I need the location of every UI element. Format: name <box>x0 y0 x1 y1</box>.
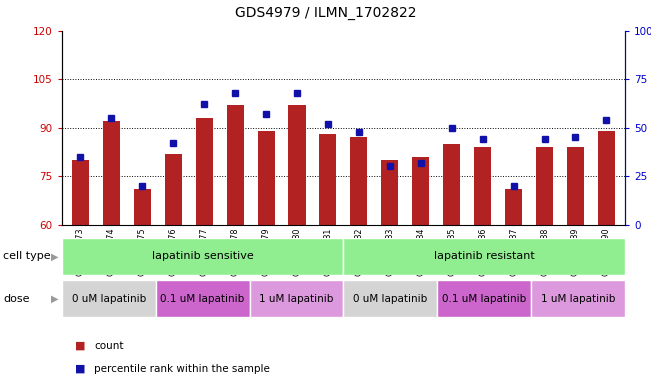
Bar <box>350 137 367 225</box>
Text: count: count <box>94 341 124 351</box>
Bar <box>156 280 249 317</box>
Text: 0 uM lapatinib: 0 uM lapatinib <box>353 293 428 304</box>
Text: ■: ■ <box>75 341 85 351</box>
Bar <box>412 157 429 225</box>
Bar <box>165 154 182 225</box>
Text: lapatinib resistant: lapatinib resistant <box>434 251 534 262</box>
Text: 0.1 uM lapatinib: 0.1 uM lapatinib <box>161 293 245 304</box>
Bar <box>505 189 522 225</box>
Text: percentile rank within the sample: percentile rank within the sample <box>94 364 270 374</box>
Bar <box>62 238 343 275</box>
Bar <box>72 160 89 225</box>
Text: 0 uM lapatinib: 0 uM lapatinib <box>72 293 146 304</box>
Bar <box>474 147 491 225</box>
Text: ▶: ▶ <box>51 293 59 304</box>
Bar <box>567 147 584 225</box>
Text: 1 uM lapatinib: 1 uM lapatinib <box>541 293 615 304</box>
Bar <box>343 238 625 275</box>
Text: GDS4979 / ILMN_1702822: GDS4979 / ILMN_1702822 <box>235 6 416 20</box>
Text: lapatinib sensitive: lapatinib sensitive <box>152 251 253 262</box>
Bar <box>249 280 343 317</box>
Bar <box>134 189 151 225</box>
Text: ■: ■ <box>75 364 85 374</box>
Bar <box>437 280 531 317</box>
Bar <box>62 280 156 317</box>
Bar <box>288 105 305 225</box>
Bar <box>196 118 213 225</box>
Bar <box>598 131 615 225</box>
Bar <box>443 144 460 225</box>
Bar <box>258 131 275 225</box>
Bar <box>227 105 243 225</box>
Bar <box>531 280 625 317</box>
Text: cell type: cell type <box>3 251 51 262</box>
Text: dose: dose <box>3 293 30 304</box>
Bar <box>320 134 337 225</box>
Text: ▶: ▶ <box>51 251 59 262</box>
Bar <box>536 147 553 225</box>
Text: 0.1 uM lapatinib: 0.1 uM lapatinib <box>442 293 526 304</box>
Bar <box>103 121 120 225</box>
Bar <box>343 280 437 317</box>
Bar <box>381 160 398 225</box>
Text: 1 uM lapatinib: 1 uM lapatinib <box>259 293 334 304</box>
